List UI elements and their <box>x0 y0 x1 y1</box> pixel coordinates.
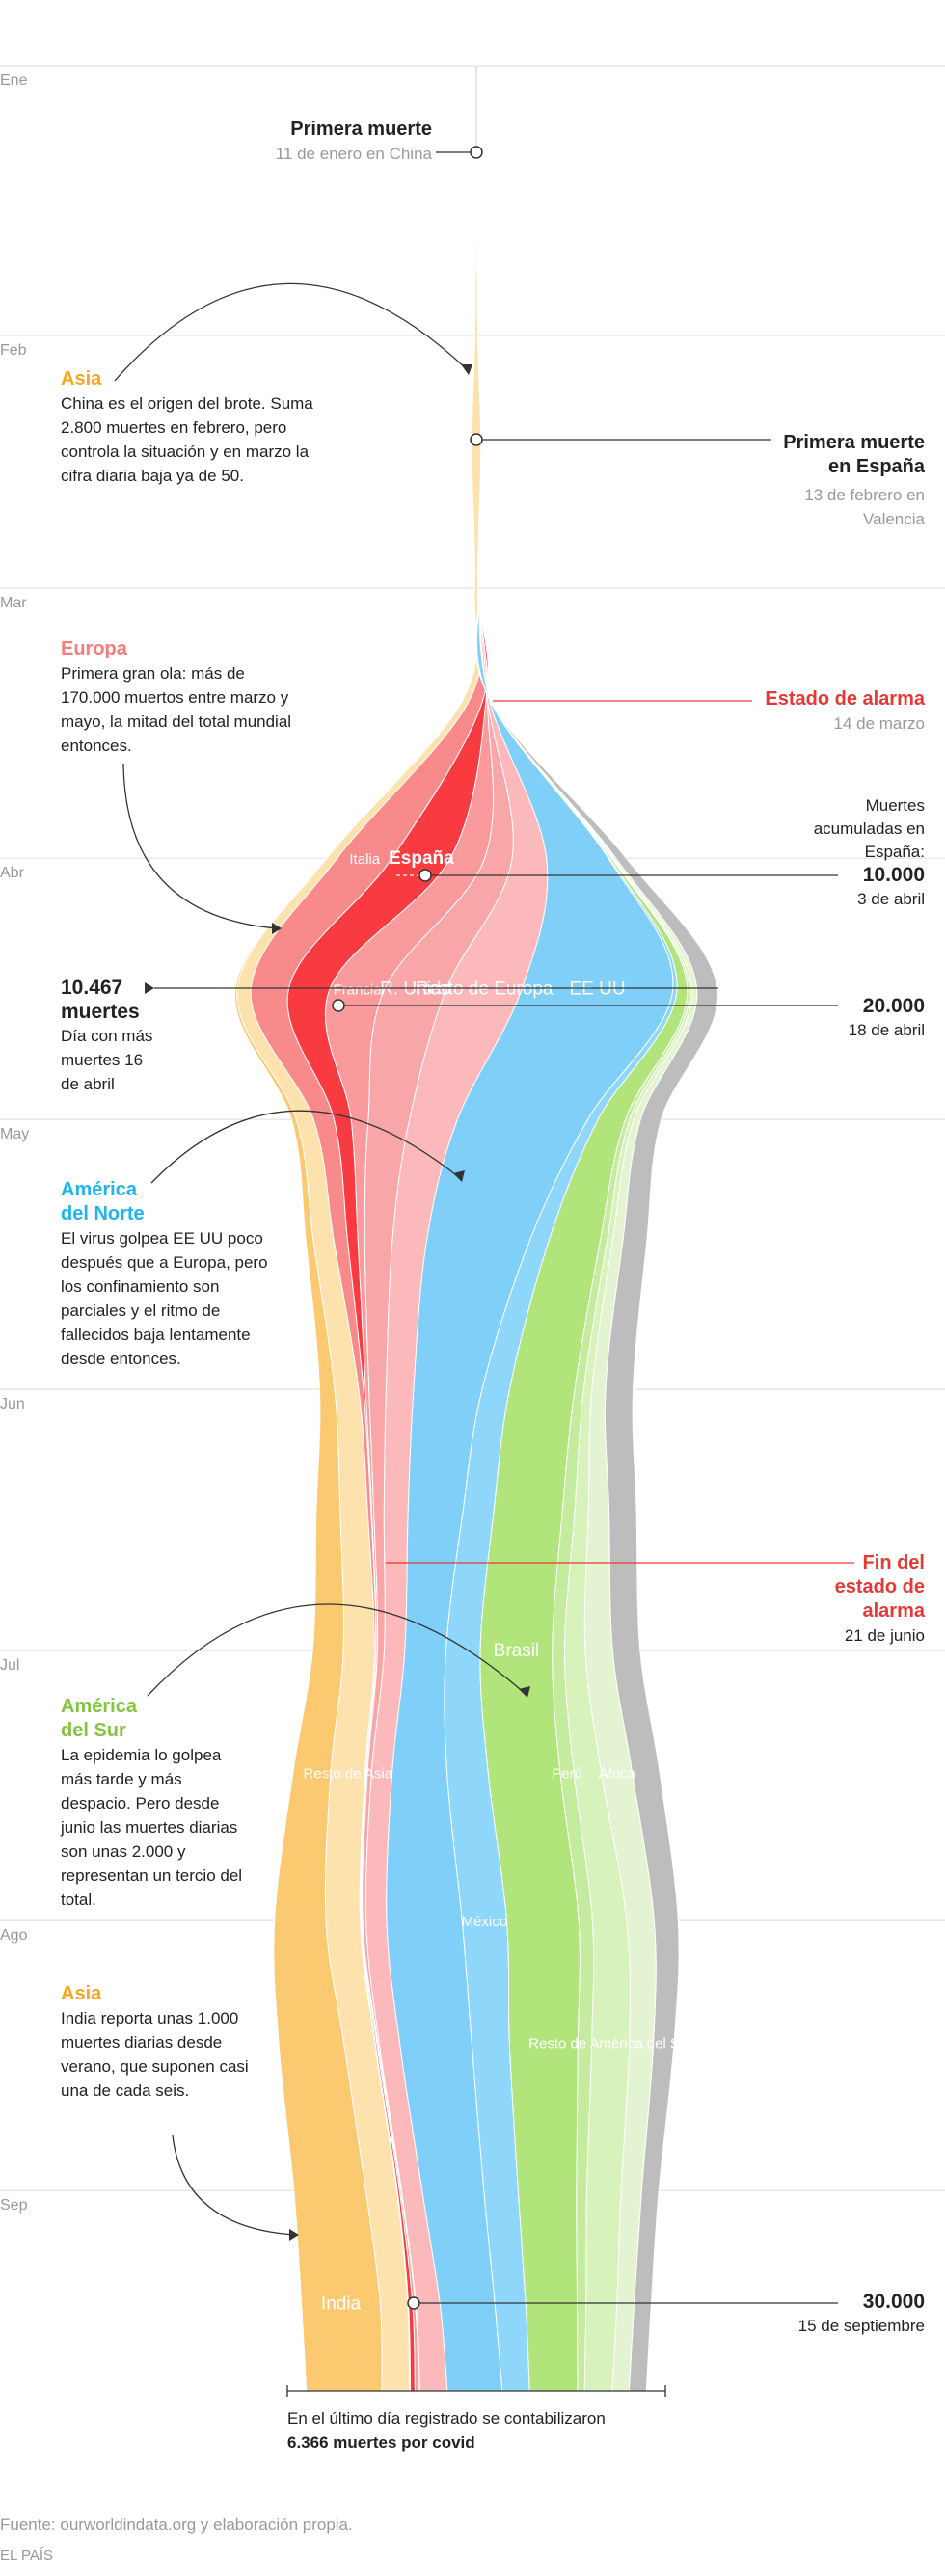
spain-deaths: Muertes acumuladas en España: <box>813 796 925 861</box>
x-tick-label: Mar <box>0 595 27 611</box>
stream-labels: India Resto de Asia Italia España FranciaR. … <box>304 848 693 2315</box>
stream <box>234 151 718 2392</box>
x-tick-label: Sep <box>0 2197 28 2214</box>
title: Asia <box>61 368 102 389</box>
title: Primera muerte en España <box>783 432 925 477</box>
date: 3 de abril <box>857 890 925 908</box>
arrow <box>147 1603 526 1697</box>
text: La epidemia lo golpea más tarde y más de… <box>61 1746 243 1909</box>
arrowhead <box>461 364 472 375</box>
arrowhead <box>289 2229 299 2241</box>
brand: EL PAÍS <box>0 2547 54 2563</box>
series-label: Italia <box>349 851 380 868</box>
text: El virus golpea EE UU poco después que a… <box>61 1229 268 1368</box>
series-label: R. Unido <box>380 979 451 1000</box>
marker <box>332 999 345 1012</box>
last-day: En el último día registrado se contabili… <box>287 2406 606 2455</box>
label: 30.000 <box>862 2291 925 2313</box>
milestone: 20.000 18 de abril <box>849 994 925 1042</box>
arrow <box>122 763 279 929</box>
series-label: Resto de América del Sur <box>528 2036 692 2053</box>
arrow <box>114 282 468 382</box>
series-label: España <box>389 848 454 869</box>
europe-note: Europa Primera gran ola: más de 170.000 … <box>61 637 307 758</box>
series-label: India <box>321 2294 362 2315</box>
india-note: Asia India reporta unas 1.000 muertes di… <box>61 1982 254 2103</box>
series-label: Perú <box>552 1766 582 1783</box>
x-tick-label: Ago <box>0 1927 28 1944</box>
arrowhead <box>453 1170 465 1182</box>
arrow <box>150 1110 461 1184</box>
arrowheads <box>145 364 530 2241</box>
series-label: EE UU <box>569 979 625 1000</box>
arrowhead <box>272 923 282 934</box>
connectors <box>114 151 854 2397</box>
south-america-note: América del Sur La epidemia lo golpea má… <box>61 1695 249 1912</box>
text: Primera gran ola: más de 170.000 muertos… <box>61 664 292 755</box>
series-label: Brasil <box>494 1641 540 1661</box>
title: Estado de alarma <box>765 688 925 710</box>
title: América del Norte <box>61 1179 145 1224</box>
label: 6.366 muertes por covid <box>287 2433 475 2452</box>
arrowhead <box>519 1686 530 1698</box>
first-death-spain: Primera muerte en España 13 de febrero e… <box>761 431 925 531</box>
milestone: 30.000 15 de septiembre <box>798 2290 925 2338</box>
date: 18 de abril <box>848 1021 925 1039</box>
x-tick-label: Jul <box>0 1657 19 1674</box>
peak: 10.467 muertes Día con más muertes 16 de… <box>61 976 176 1096</box>
series-label: Resto de Asia <box>304 1766 393 1783</box>
text: 11 de enero en China <box>275 145 432 163</box>
x-tick-label: May <box>0 1126 29 1142</box>
x-tick-label: Jun <box>0 1396 25 1412</box>
arrow <box>172 2134 295 2236</box>
north-america-note: América del Norte El virus golpea EE UU … <box>61 1178 268 1371</box>
series-label: África <box>598 1766 635 1783</box>
label: 20.000 <box>862 995 925 1017</box>
first-death: Primera muerte 11 de enero en China <box>276 118 432 166</box>
label: 10.000 <box>862 864 925 886</box>
x-tick-label: Abr <box>0 865 25 881</box>
x-tick-label: Ene <box>0 72 28 89</box>
title: 10.467 muertes <box>61 977 140 1023</box>
series-label: Francia <box>334 982 383 999</box>
title: América del Sur <box>61 1696 137 1741</box>
text: 14 de marzo <box>833 714 926 733</box>
arrowhead <box>145 982 154 994</box>
date: 15 de septiembre <box>797 2317 925 2335</box>
text: En el último día registrado se contabili… <box>287 2409 606 2428</box>
text: 21 de junio <box>844 1626 925 1645</box>
x-tick-label: Feb <box>0 342 27 359</box>
asia-note: Asia China es el origen del brote. Suma … <box>61 367 313 488</box>
series-label: México <box>462 1914 508 1930</box>
marker <box>470 433 483 446</box>
marker <box>407 2296 420 2310</box>
text: China es el origen del brote. Suma 2.800… <box>61 394 313 485</box>
title: Europa <box>61 638 127 659</box>
milestone: 10.000 3 de abril <box>857 863 925 911</box>
title: Primera muerte <box>290 119 432 140</box>
end-alarm: Fin del estado de alarma 21 de junio <box>819 1551 925 1648</box>
series-label: Resto de Europa <box>416 979 554 1000</box>
markers <box>332 146 483 2310</box>
text: Día con más muertes 16 de abril <box>61 1027 153 1093</box>
title: Asia <box>61 1983 102 2004</box>
source: Fuente: ourworldindata.org y elaboración… <box>0 2515 353 2534</box>
marker <box>470 146 483 159</box>
marker <box>418 869 432 882</box>
text: India reporta unas 1.000 muertes diarias… <box>61 2009 249 2100</box>
alarm: Estado de alarma 14 de marzo <box>765 687 925 736</box>
text: 13 de febrero en Valencia <box>804 486 925 528</box>
title: Fin del estado de alarma <box>834 1552 925 1622</box>
